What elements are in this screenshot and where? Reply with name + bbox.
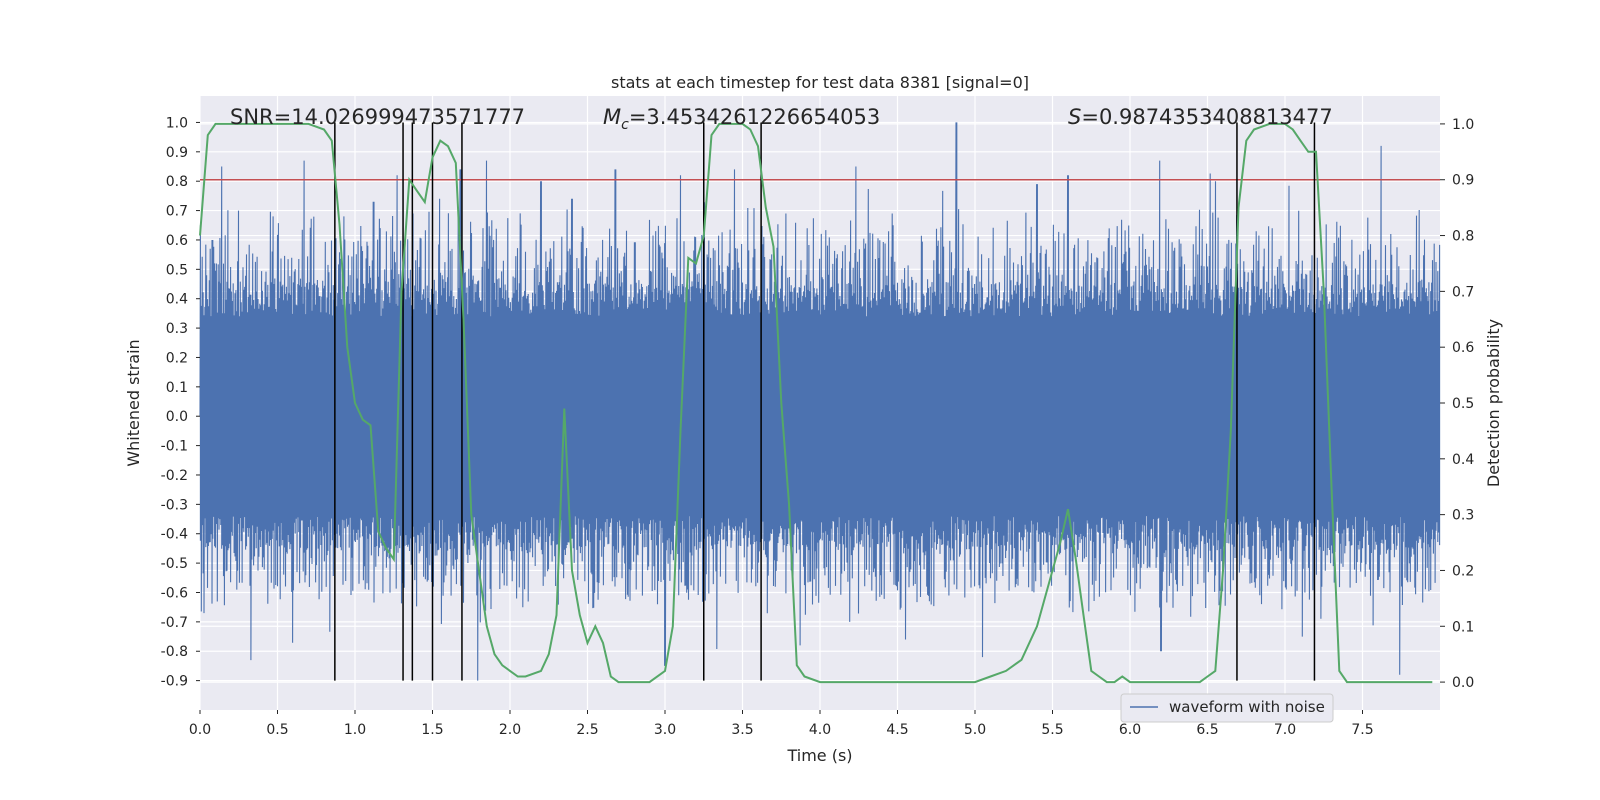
y-tick-label: 0.9 [166,145,188,161]
x-tick-label: 4.0 [809,722,831,738]
y2-tick-label: 0.7 [1452,284,1474,300]
overlap-annotation: S=0.9874353408813477 [1068,105,1333,129]
x-tick-label: 2.0 [499,722,521,738]
x-tick-label: 0.0 [189,722,211,738]
chirp-mass-value: =3.4534261226654053 [629,105,880,129]
y-tick-label: -0.6 [161,585,188,601]
legend: waveform with noise [1120,693,1334,723]
y2-tick-label: 0.4 [1452,452,1474,468]
y-tick-label: -0.4 [161,527,188,543]
y-tick-label: 0.5 [166,262,188,278]
x-axis-ticks: 0.0 0.5 1.0 1.5 2.0 2.5 3.0 3.5 4.0 4.5 5.0 5.5 6.0 6… [189,710,1374,738]
overlap-value: =0.9874353408813477 [1081,105,1332,129]
y-tick-label: -0.7 [161,615,188,631]
y-tick-label: 0.8 [166,174,188,190]
y2-tick-label: 0.8 [1452,229,1474,245]
chart-title: stats at each timestep for test data 838… [611,73,1029,92]
x-tick-label: 1.0 [344,722,366,738]
chirp-mass-symbol: M [603,105,621,129]
y-axis-label: Whitened strain [124,339,143,466]
x-tick-label: 6.0 [1119,722,1141,738]
y-tick-label: 1.0 [166,115,188,131]
chirp-mass-annotation: Mc=3.4534261226654053 [603,105,880,133]
y-tick-label: -0.9 [161,674,188,690]
y2-tick-label: 0.1 [1452,619,1474,635]
y-tick-label: 0.2 [166,350,188,366]
y-tick-label: 0.1 [166,380,188,396]
y2-axis-ticks: 0.0 0.1 0.2 0.3 0.4 0.5 0.6 0.7 0.8 0.9 1.0 [1440,117,1474,691]
y2-axis-label: Detection probability [1484,319,1503,487]
y-tick-label: 0.6 [166,233,188,249]
probability-series [199,122,1433,684]
y2-tick-label: 0.6 [1452,340,1474,356]
legend-label: waveform with noise [1169,698,1325,716]
x-tick-label: 7.0 [1274,722,1296,738]
y-tick-label: -0.5 [161,556,188,572]
overlap-symbol: S [1068,105,1081,129]
y2-tick-label: 0.3 [1452,508,1474,524]
chirp-mass-subscript: c [621,117,629,133]
x-tick-label: 3.5 [731,722,753,738]
y2-tick-label: 0.5 [1452,396,1474,412]
y-tick-label: -0.3 [161,497,188,513]
y-tick-label: 0.7 [166,204,188,220]
x-axis-label: Time (s) [786,746,852,765]
x-tick-label: 5.5 [1041,722,1063,738]
y-axis-ticks: -0.9 -0.8 -0.7 -0.6 -0.5 -0.4 -0.3 -0.2 -0.1 0.0 0… [161,115,200,690]
x-tick-label: 4.5 [886,722,908,738]
y2-tick-label: 0.9 [1452,173,1474,189]
x-tick-label: 0.5 [266,722,288,738]
x-tick-label: 5.0 [964,722,986,738]
y-tick-label: 0.0 [166,409,188,425]
y2-tick-label: 1.0 [1452,117,1474,133]
y-tick-label: -0.1 [161,439,188,455]
snr-annotation: SNR=14.026999473571777 [230,105,525,129]
y-tick-label: -0.8 [161,644,188,660]
y2-tick-label: 0.0 [1452,675,1474,691]
y2-tick-label: 0.2 [1452,563,1474,579]
x-tick-label: 2.5 [576,722,598,738]
x-tick-label: 7.5 [1351,722,1373,738]
y-tick-label: -0.2 [161,468,188,484]
x-tick-label: 1.5 [421,722,443,738]
y-tick-label: 0.3 [166,321,188,337]
legend-box [1120,693,1334,723]
probability-line [199,122,1433,684]
y-tick-label: 0.4 [166,292,188,308]
x-tick-label: 3.0 [654,722,676,738]
x-tick-label: 6.5 [1196,722,1218,738]
marker-vlines [334,122,1316,681]
